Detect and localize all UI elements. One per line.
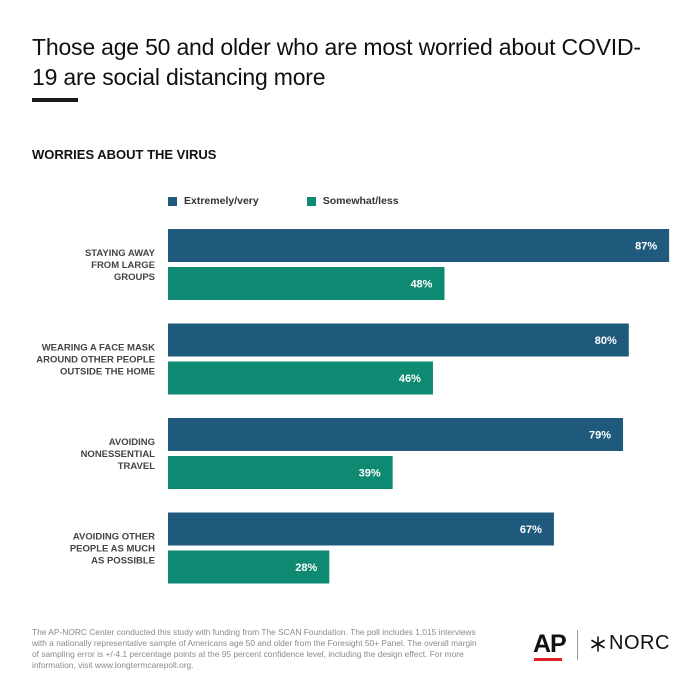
data-label: 79% [589,430,611,442]
legend-item-extremely-very: Extremely/very [168,195,259,207]
category-label: GROUPS [114,272,155,283]
bar-somewhat-less [168,456,393,489]
category-label: STAYING AWAY [85,248,156,259]
legend: Extremely/very Somewhat/less [168,195,447,207]
ap-logo: AP [533,630,567,658]
title-underline [32,98,78,102]
bar-extremely-very [168,512,554,546]
bar-somewhat-less [168,361,433,395]
legend-swatch-somewhat-less [306,196,316,206]
legend-label-extremely-very: Extremely/very [184,195,259,207]
legend-swatch-extremely-very [168,196,177,206]
data-label: 48% [410,279,432,291]
norc-logo-text: NORC [609,632,670,654]
data-label: 67% [520,524,542,536]
data-label: 28% [295,562,317,574]
bar-somewhat-less [168,267,445,300]
footnote: The AP-NORC Center conducted this study … [32,627,477,670]
category-label: AVOIDING [109,437,155,448]
legend-item-somewhat-less: Somewhat/less [306,195,399,207]
bar-extremely-very [168,418,624,451]
legend-label-somewhat-less: Somewhat/less [322,195,399,207]
category-label: OUTSIDE THE HOME [60,367,155,378]
category-label: FROM LARGE [91,260,155,271]
category-label: NONESSENTIAL [81,449,156,460]
category-label: PEOPLE AS MUCH [70,544,155,555]
chart-subtitle: WORRIES ABOUT THE VIRUS [32,147,217,162]
category-label: TRAVEL [118,461,155,472]
data-label: 80% [595,335,617,347]
data-label: 87% [635,241,657,253]
data-label: 46% [399,373,421,385]
norc-star-icon [591,635,605,652]
category-label: WEARING A FACE MASK [42,343,155,354]
bar-somewhat-less [168,550,330,584]
ap-logo-bar [534,658,562,661]
category-label: AVOIDING OTHER [73,532,155,543]
bar-extremely-very [168,229,670,262]
chart-title: Those age 50 and older who are most worr… [32,34,641,90]
category-label: AROUND OTHER PEOPLE [36,355,155,366]
data-label: 39% [359,468,381,480]
norc-logo: NORC [590,632,670,655]
logo-divider [577,630,578,660]
category-label: AS POSSIBLE [91,556,155,567]
bar-extremely-very [168,323,629,357]
